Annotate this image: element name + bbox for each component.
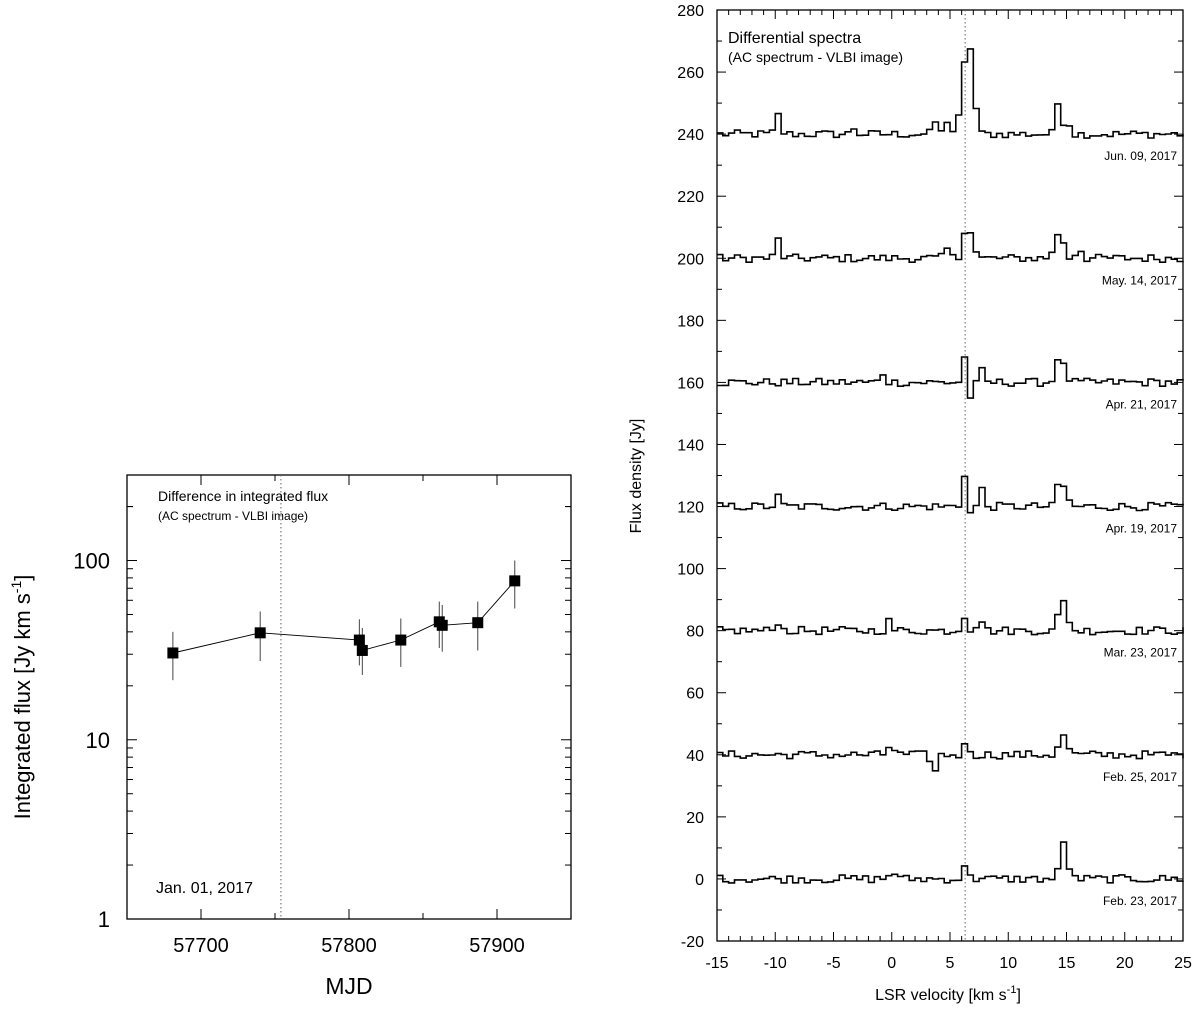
left-chart-subtitle: (AC spectrum - VLBI image) [158,509,308,523]
spectrum-epoch-label: Jun. 09, 2017 [1104,149,1177,163]
right-x-tick-label: 15 [1058,955,1076,972]
right-x-axis-label-sup: -1 [1007,984,1017,996]
right-chart-subtitle: (AC spectrum - VLBI image) [728,49,903,65]
spectrum-epoch-label: Apr. 19, 2017 [1106,522,1178,536]
spectrum-line [717,48,1184,139]
spectrum-line [717,475,1184,514]
right-y-tick-label: 80 [686,624,704,641]
right-x-tick-label: 25 [1174,955,1192,972]
left-data-point [472,617,484,629]
left-y-tick-label: 1 [98,907,110,932]
left-y-axis-label-sup: -1 [8,581,24,594]
left-connecting-line [172,580,516,654]
left-annotation: Jan. 01, 2017 [156,880,253,897]
spectrum-line [717,599,1184,636]
right-y-tick-label: 60 [686,686,704,703]
left-data-point [353,634,365,646]
spectrum-line [717,232,1184,263]
right-x-tick-label: -15 [705,955,728,972]
left-axis-ticks: 57700 57800 57900 1 10 100 [73,474,572,957]
spectrum-line [717,841,1184,884]
spectra-epoch-labels: Jun. 09, 2017 May. 14, 2017 Apr. 21, 2017 A… [1102,149,1177,908]
right-y-tick-label: 280 [677,3,704,20]
left-y-tick-label: 10 [86,728,110,753]
right-chart-title: Differential spectra [728,30,861,47]
left-y-axis-label-end: ] [10,575,35,581]
left-y-axis-label: Integrated flux [Jy km s-1] [8,575,35,820]
right-y-tick-label: 240 [677,127,704,144]
right-x-tick-label: 10 [999,955,1017,972]
left-y-axis-label-main: Integrated flux [Jy km s [10,593,35,819]
left-data-point [254,627,266,639]
right-x-tick-label: 20 [1116,955,1134,972]
spectrum-line [717,356,1184,399]
right-y-tick-label: 120 [677,500,704,517]
left-data-point [395,634,407,646]
right-x-tick-label: 5 [946,955,955,972]
spectrum-epoch-label: Apr. 21, 2017 [1106,397,1178,411]
right-y-tick-label: 40 [686,748,704,765]
left-data-markers [167,575,521,659]
right-x-tick-label: -5 [826,955,840,972]
left-x-tick-label: 57800 [321,935,377,957]
right-y-tick-label: 220 [677,189,704,206]
right-y-tick-label: 200 [677,251,704,268]
spectrum-epoch-label: Feb. 23, 2017 [1103,894,1177,908]
right-x-axis-label: LSR velocity [km s-1] [875,984,1021,1004]
integrated-flux-panel: 57700 57800 57900 1 10 100 Difference in inte… [8,474,572,999]
left-data-point [167,647,179,659]
right-y-tick-label: 160 [677,375,704,392]
left-chart-title: Difference in integrated flux [158,488,328,504]
left-error-bars [172,560,516,681]
right-x-axis-label-main: LSR velocity [km s [875,987,1007,1004]
spectrum-epoch-label: Feb. 25, 2017 [1103,770,1177,784]
left-data-point [356,644,368,656]
left-x-tick-label: 57900 [469,935,525,957]
right-axis-ticks: -15 -10 -5 0 5 10 15 20 25 -20 0 20 40 60 80 100 120 140 1… [677,3,1192,972]
right-x-axis-label-end: ] [1016,987,1020,1004]
left-data-point [509,575,521,587]
right-y-tick-label: 100 [677,562,704,579]
spectrum-epoch-label: Mar. 23, 2017 [1104,646,1178,660]
left-x-tick-label: 57700 [173,935,229,957]
differential-spectra-panel: -15 -10 -5 0 5 10 15 20 25 -20 0 20 40 60 80 100 120 140 1… [628,3,1192,1004]
right-y-tick-label: -20 [681,934,704,951]
right-y-tick-label: 180 [677,313,704,330]
spectrum-line [717,734,1184,772]
right-x-tick-label: -10 [764,955,787,972]
right-y-tick-label: 20 [686,810,704,827]
right-y-tick-label: 0 [695,872,704,889]
spectra-lines [717,48,1184,884]
right-x-tick-label: 0 [887,955,896,972]
left-data-point [436,619,448,631]
left-y-tick-label: 100 [73,549,110,574]
right-y-tick-label: 260 [677,65,704,82]
right-y-tick-label: 140 [677,437,704,454]
right-y-axis-label: Flux density [Jy] [628,419,645,534]
spectrum-epoch-label: May. 14, 2017 [1102,273,1177,287]
left-plot-frame [126,474,572,920]
left-x-axis-label: MJD [325,973,372,999]
